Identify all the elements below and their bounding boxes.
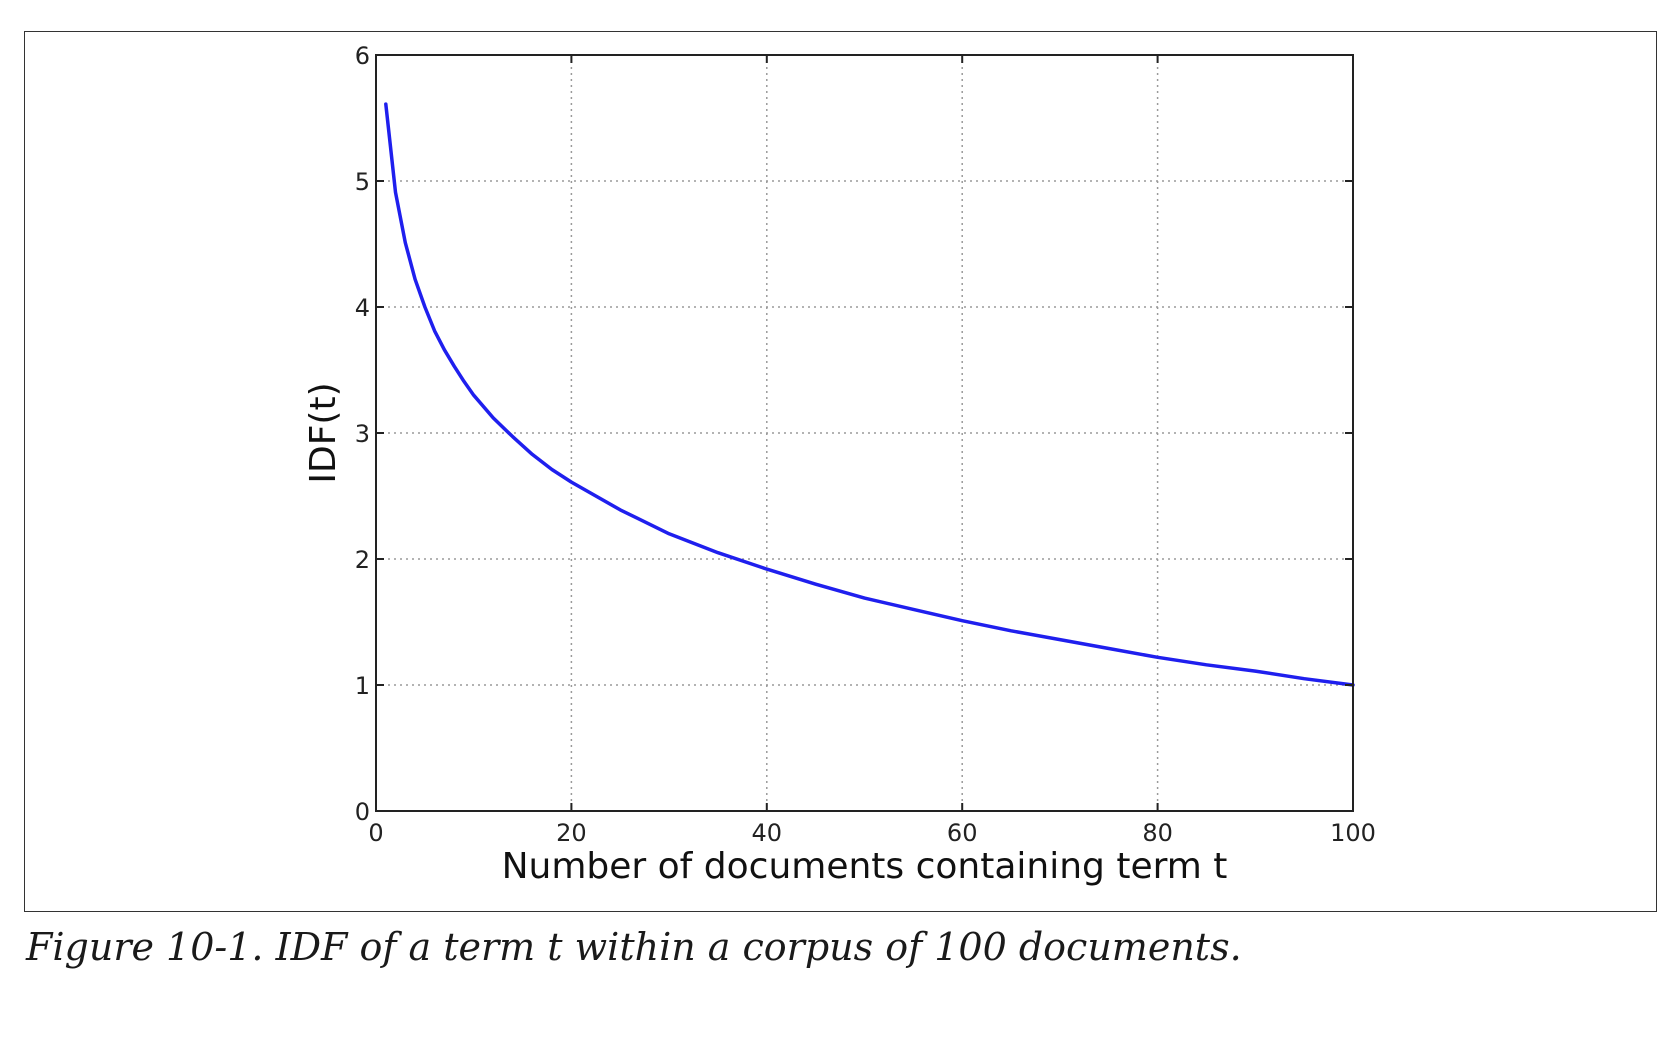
y-tick-label-6: 6: [355, 42, 370, 70]
x-axis-title: Number of documents containing term t: [502, 846, 1228, 887]
y-tick-label-0: 0: [355, 798, 370, 826]
x-tick-label-100: 100: [1330, 819, 1376, 847]
x-tick-label-0: 0: [368, 819, 383, 847]
x-tick-label-40: 40: [752, 819, 783, 847]
tick-marks: [375, 54, 1354, 812]
x-tick-label-80: 80: [1142, 819, 1173, 847]
y-axis-title: IDF(t): [303, 382, 344, 483]
y-tick-label-2: 2: [355, 546, 370, 574]
x-tick-label-20: 20: [556, 819, 587, 847]
idf-curve-series-0: [384, 102, 1355, 687]
y-tick-label-5: 5: [355, 168, 370, 196]
plot-area-border: [375, 54, 1354, 812]
tick-labels: 0 20 40 60 80 100 0 1 2 3 4 5 6: [355, 42, 1376, 847]
series-layer: [384, 102, 1355, 687]
figure-frame: [24, 31, 1657, 912]
y-tick-label-1: 1: [355, 672, 370, 700]
y-tick-label-3: 3: [355, 420, 370, 448]
y-tick-label-4: 4: [355, 294, 370, 322]
grid-lines: [376, 55, 1353, 811]
x-tick-label-60: 60: [947, 819, 978, 847]
figure-caption: Figure 10-1. IDF of a term t within a co…: [26, 925, 1242, 969]
